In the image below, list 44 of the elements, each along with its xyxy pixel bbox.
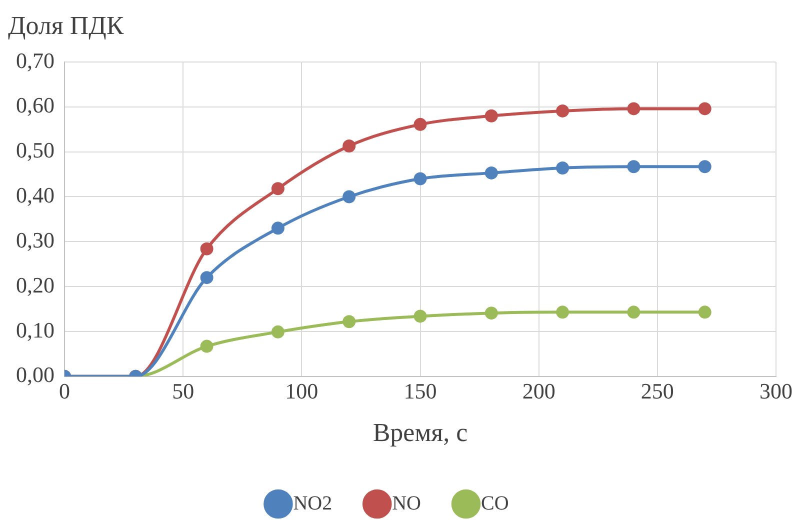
point xyxy=(556,162,570,174)
point xyxy=(200,271,214,284)
y-tick-label: 0,20 xyxy=(16,272,54,298)
point xyxy=(414,310,427,323)
point xyxy=(627,102,640,116)
legend-label: CO xyxy=(480,492,509,514)
point xyxy=(342,315,356,328)
point xyxy=(342,190,356,204)
point xyxy=(414,118,427,131)
point xyxy=(556,104,570,118)
y-tick-label: 0,60 xyxy=(16,92,54,118)
legend-label: NO2 xyxy=(293,492,332,514)
y-tick-label: 0,70 xyxy=(16,48,54,73)
legend-label: NO xyxy=(392,492,421,514)
x-tick-label: 50 xyxy=(172,378,194,404)
x-tick-label: 0 xyxy=(59,378,70,404)
point xyxy=(271,222,284,235)
point xyxy=(200,340,214,353)
point xyxy=(556,306,570,319)
point xyxy=(627,160,640,174)
y-tick-label: 0,40 xyxy=(16,182,54,208)
y-tick-label: 0,30 xyxy=(16,227,54,252)
point xyxy=(484,166,498,180)
point xyxy=(698,160,712,174)
point xyxy=(200,242,214,256)
x-tick-label: 100 xyxy=(285,378,318,404)
y-tick-label: 0,10 xyxy=(16,317,54,342)
point xyxy=(484,306,498,320)
x-tick-label: 300 xyxy=(760,378,792,404)
point xyxy=(698,102,712,116)
x-tick-label: 200 xyxy=(522,378,556,404)
y-tick-label: 0,50 xyxy=(16,138,54,163)
point xyxy=(271,182,284,196)
point xyxy=(698,306,712,319)
x-tick-label: 150 xyxy=(404,378,437,404)
x-axis-title: Время, с xyxy=(372,418,468,448)
y-axis-title: Доля ПДК xyxy=(8,10,124,40)
point xyxy=(342,139,356,152)
point xyxy=(414,172,427,186)
x-tick-label: 250 xyxy=(640,378,674,404)
point xyxy=(627,306,640,319)
point xyxy=(271,325,284,338)
point xyxy=(484,109,498,122)
y-tick-label: 0,00 xyxy=(16,362,54,388)
